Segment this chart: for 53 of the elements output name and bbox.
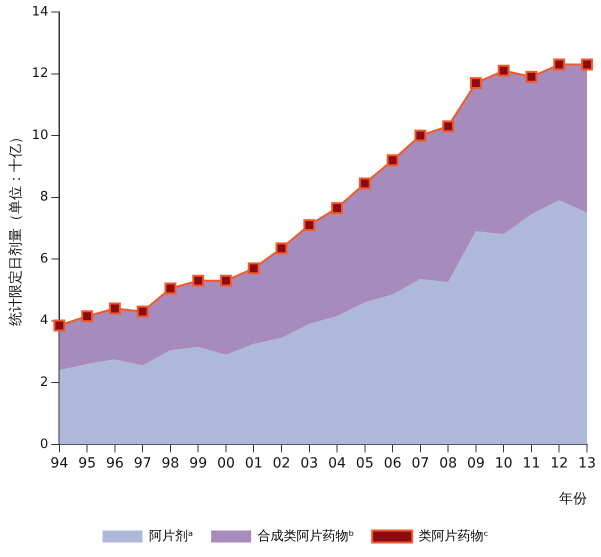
point <box>303 219 316 232</box>
y-tick-label: 2 <box>40 375 48 390</box>
point <box>526 70 538 83</box>
point <box>386 154 399 166</box>
point <box>136 306 149 318</box>
x-tick-label: 97 <box>134 455 152 472</box>
legend-label: 合成类阿片药物ᵇ <box>258 528 354 544</box>
y-tick-label: 12 <box>32 66 48 82</box>
y-tick-label: 6 <box>40 251 48 266</box>
x-tick-label: 94 <box>50 455 68 472</box>
y-tick-label: 10 <box>32 128 48 143</box>
x-tick-label: 01 <box>244 455 263 472</box>
x-tick-label: 12 <box>550 455 568 472</box>
point <box>581 58 593 70</box>
x-tick-label: 95 <box>78 455 96 472</box>
x-tick-label: 10 <box>494 455 513 472</box>
point <box>53 320 66 332</box>
legend-label: 阿片剂ᵃ <box>149 528 194 544</box>
x-tick-label: 11 <box>522 455 540 472</box>
point <box>498 64 510 77</box>
point <box>220 274 232 287</box>
point <box>108 302 121 314</box>
point <box>470 77 482 89</box>
y-tick-label: 14 <box>32 4 48 20</box>
x-tick-label: 99 <box>189 455 208 472</box>
point <box>192 274 204 287</box>
x-axis-title: 年份 <box>559 491 587 508</box>
x-tick-label: 06 <box>384 455 402 472</box>
legend-label: 类阿片药物ᶜ <box>418 528 488 544</box>
x-tick-label: 04 <box>328 455 346 472</box>
point <box>164 282 176 294</box>
y-tick-label: 4 <box>40 313 48 328</box>
y-tick-label: 8 <box>40 190 48 205</box>
x-tick-label: 00 <box>217 455 235 472</box>
x-tick-label: 07 <box>411 455 430 472</box>
point <box>414 130 426 142</box>
point <box>442 120 454 132</box>
point <box>248 262 260 274</box>
x-tick-label: 02 <box>272 455 290 472</box>
point <box>276 242 288 254</box>
point <box>81 310 94 322</box>
x-tick-label: 98 <box>162 455 180 472</box>
x-tick-label: 05 <box>356 455 374 472</box>
y-tick-label: 0 <box>40 436 48 452</box>
x-tick-label: 96 <box>106 455 124 472</box>
point <box>553 58 566 70</box>
x-tick-label: 09 <box>467 455 485 472</box>
point <box>331 202 344 214</box>
x-tick-label: 03 <box>300 455 318 472</box>
x-tick-label: 08 <box>439 455 458 472</box>
y-axis-title: 统计限定日剂量（单位：十亿） <box>8 130 24 326</box>
point <box>358 177 371 190</box>
x-tick-label: 13 <box>578 455 596 472</box>
